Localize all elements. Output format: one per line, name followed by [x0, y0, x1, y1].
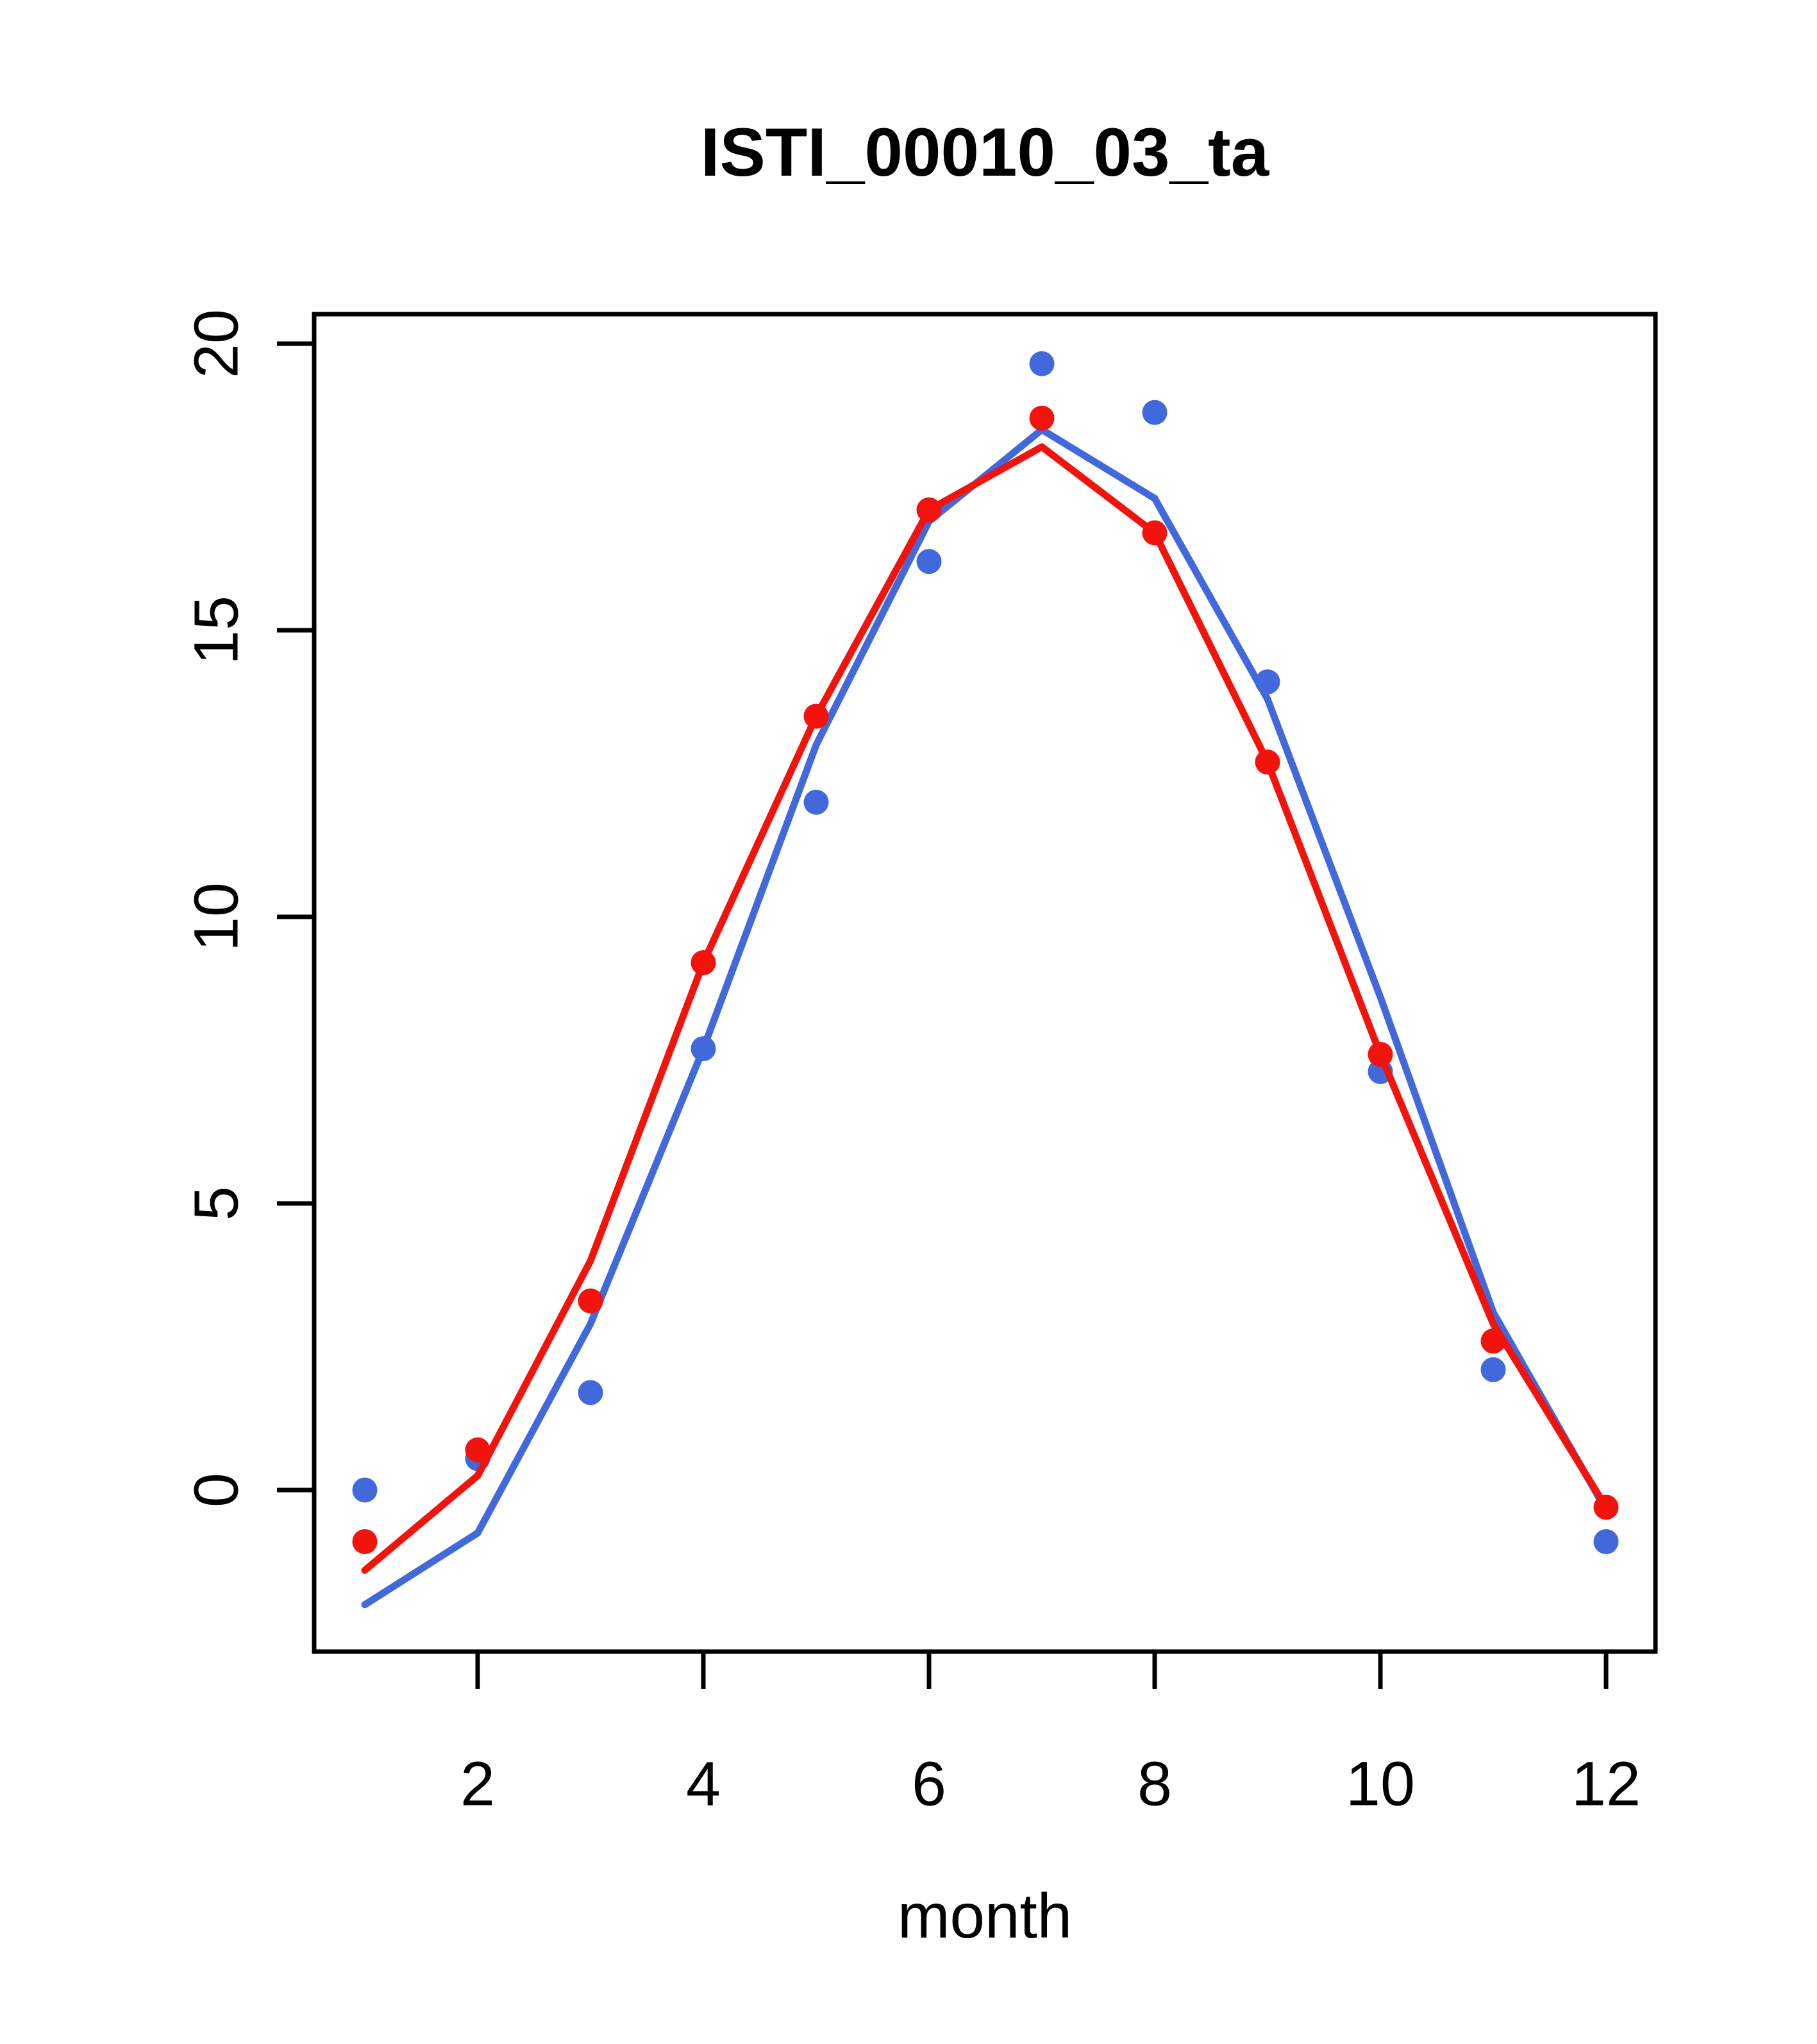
x-axis-tick-label: 12 — [1571, 1749, 1641, 1819]
red-points-marker — [1255, 750, 1280, 775]
red-points-marker — [916, 497, 942, 523]
blue-points-marker — [691, 1036, 716, 1062]
red-points-marker — [1480, 1328, 1506, 1354]
blue-points-marker — [352, 1477, 378, 1503]
red-points-marker — [803, 703, 829, 729]
red-points-marker — [1593, 1495, 1619, 1520]
y-axis-tick-label: 15 — [181, 596, 251, 665]
y-axis-tick-label: 5 — [181, 1186, 251, 1221]
blue-fit-line-series — [361, 426, 1610, 1609]
red-fit-line-series — [361, 443, 1610, 1574]
blue-points-marker — [1593, 1529, 1619, 1554]
red-points-marker — [691, 950, 716, 976]
red-points-marker — [465, 1437, 490, 1462]
blue-points-marker — [1029, 351, 1055, 376]
y-axis-tick-label: 0 — [181, 1473, 251, 1507]
plot-box — [312, 312, 1658, 1654]
red-points-marker — [578, 1288, 603, 1314]
x-axis-tick-label: 10 — [1346, 1749, 1415, 1819]
red-points-marker — [352, 1529, 378, 1554]
x-axis-title: month — [897, 1881, 1073, 1951]
blue-points-marker — [1480, 1357, 1506, 1382]
blue-points-marker — [803, 789, 829, 815]
x-axis-tick-label: 4 — [686, 1749, 721, 1819]
red-points-marker — [1142, 520, 1168, 546]
blue-points-marker — [1255, 669, 1280, 694]
chart-title: ISTI_00010_03_ta — [700, 113, 1269, 190]
red-points-marker — [1029, 405, 1055, 431]
y-axis-tick-label: 10 — [181, 882, 251, 951]
x-axis-tick-label: 6 — [912, 1749, 946, 1819]
x-axis-tick-label: 8 — [1137, 1749, 1172, 1819]
y-axis-tick-label: 20 — [181, 309, 251, 378]
blue-points-marker — [578, 1380, 603, 1405]
blue-points-marker — [916, 549, 942, 574]
x-axis-tick-label: 2 — [460, 1749, 495, 1819]
red-points-marker — [1368, 1042, 1393, 1068]
blue-points-marker — [1142, 399, 1168, 425]
